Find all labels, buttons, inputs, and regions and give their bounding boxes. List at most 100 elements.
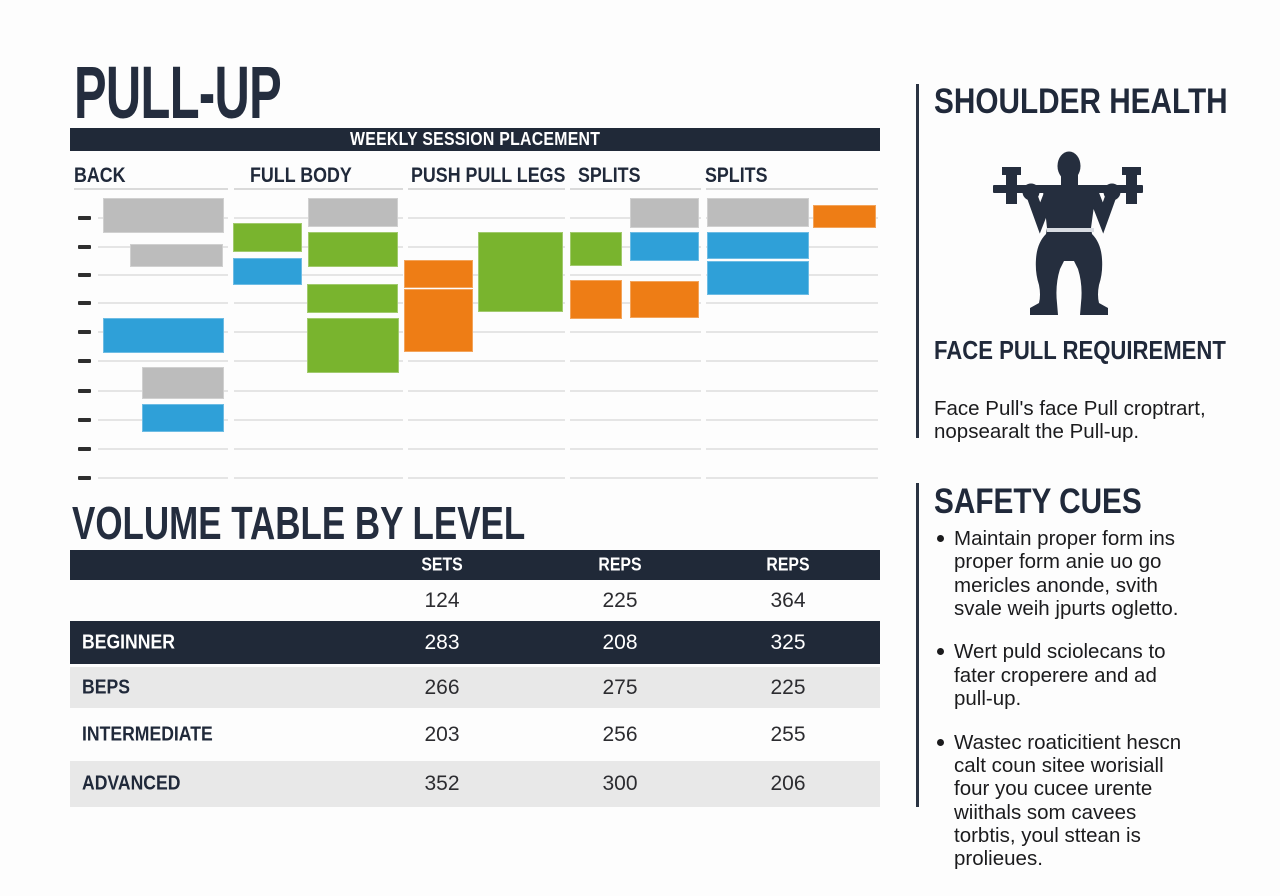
chart-column-header-3: SPLITS — [578, 164, 641, 187]
volume-table-cell: 325 — [770, 630, 806, 654]
volume-table-cell: 124 — [424, 588, 460, 612]
chart-gridline — [98, 360, 228, 362]
volume-table-cell: 300 — [602, 772, 638, 795]
chart-gridline — [234, 419, 403, 421]
chart-gridline — [408, 477, 565, 479]
chart-session-bar-gray — [707, 198, 809, 227]
safety-cue-item-1: Maintain proper form ins proper form ani… — [934, 527, 1192, 620]
barbell-squat-silhouette-icon — [993, 151, 1143, 315]
chart-session-bar-blue — [103, 318, 224, 353]
volume-table-cell: 208 — [602, 630, 638, 654]
chart-axis-tick — [78, 389, 91, 393]
chart-session-bar-gray — [308, 198, 398, 227]
weekly-session-banner-label: WEEKLY SESSION PLACEMENT — [349, 129, 601, 149]
chart-gridline — [234, 390, 403, 392]
chart-session-bar-gray — [130, 244, 223, 267]
chart-gridline — [570, 274, 701, 276]
chart-gridline — [706, 360, 878, 362]
section-divider-bottom — [916, 483, 919, 807]
chart-axis-tick — [78, 245, 91, 249]
safety-cues-list: Maintain proper form ins proper form ani… — [934, 527, 1192, 891]
chart-session-bar-blue — [707, 261, 809, 295]
chart-session-bar-gray — [630, 198, 699, 228]
chart-session-bar-green — [308, 232, 398, 267]
chart-gridline — [408, 448, 565, 450]
chart-gridline — [408, 331, 565, 333]
chart-column-underline-3 — [570, 188, 701, 190]
volume-table-header-cell: SETS — [421, 554, 463, 575]
chart-gridline — [706, 448, 878, 450]
chart-session-bar-orange — [813, 205, 876, 228]
volume-table-cell: 266 — [424, 675, 460, 699]
chart-session-bar-green — [307, 318, 399, 373]
chart-gridline — [706, 302, 878, 304]
chart-gridline — [570, 477, 701, 479]
volume-table-row-label: ADVANCED — [82, 772, 181, 795]
volume-table: SETS REPS REPS 124 225 364 BEGINNER 283 208 325 BE… — [70, 550, 880, 807]
chart-column-underline-1 — [234, 188, 403, 190]
chart-session-bar-orange — [404, 260, 473, 288]
safety-cue-item-2: Wert puld sciolecans to fater croperere … — [934, 640, 1192, 710]
chart-session-bar-orange — [570, 280, 622, 319]
chart-axis-tick — [78, 418, 91, 422]
chart-gridline — [234, 477, 403, 479]
volume-table-cell: 275 — [602, 675, 638, 699]
chart-gridline — [234, 448, 403, 450]
volume-table-title: VOLUME TABLE BY LEVEL — [72, 497, 526, 549]
chart-gridline — [706, 331, 878, 333]
chart-gridline — [408, 419, 565, 421]
volume-table-cell: 364 — [770, 588, 806, 612]
chart-axis-tick — [78, 359, 91, 363]
volume-table-row-values: 124 225 364 — [70, 580, 880, 621]
chart-session-bar-orange — [630, 281, 699, 318]
chart-gridline — [98, 302, 228, 304]
volume-table-cell: 352 — [424, 772, 460, 795]
volume-table-cell: 225 — [770, 675, 806, 699]
weekly-session-banner: WEEKLY SESSION PLACEMENT — [70, 128, 880, 151]
volume-table-cell: 255 — [770, 722, 806, 746]
chart-gridline — [408, 360, 565, 362]
volume-table-header-cell: REPS — [766, 554, 810, 575]
volume-table-header-cell: REPS — [598, 554, 642, 575]
chart-session-bar-blue — [233, 258, 302, 285]
chart-column-underline-2 — [408, 188, 565, 190]
chart-session-bar-green — [570, 232, 622, 266]
volume-table-row-beginner: BEGINNER 283 208 325 — [70, 621, 880, 664]
volume-table-cell: 256 — [602, 722, 638, 746]
chart-session-bar-blue — [630, 232, 699, 261]
volume-table-cell: 206 — [770, 772, 806, 795]
chart-gridline — [570, 331, 701, 333]
volume-table-cell: 225 — [602, 588, 638, 612]
chart-session-bar-green — [233, 223, 302, 252]
volume-table-row-advanced: ADVANCED 352 300 206 — [70, 761, 880, 807]
chart-axis-tick — [78, 301, 91, 305]
volume-table-header-row: SETS REPS REPS — [70, 550, 880, 580]
chart-gridline — [570, 390, 701, 392]
chart-session-bar-green — [478, 232, 563, 312]
chart-gridline — [706, 390, 878, 392]
chart-axis-tick — [78, 447, 91, 451]
chart-session-bar-gray — [142, 367, 224, 399]
chart-session-bar-blue — [142, 404, 224, 432]
chart-axis-tick — [78, 330, 91, 334]
chart-gridline — [98, 274, 228, 276]
chart-gridline — [570, 419, 701, 421]
volume-table-row-beps: BEPS 266 275 225 — [70, 667, 880, 708]
chart-gridline — [98, 448, 228, 450]
section-divider-top — [916, 84, 919, 438]
chart-column-header-2: PUSH PULL LEGS — [411, 164, 566, 187]
volume-table-cell: 283 — [424, 630, 460, 654]
volume-table-cell: 203 — [424, 722, 460, 746]
chart-axis-tick — [78, 476, 91, 480]
safety-cue-item-3: Wastec roaticitient hescn calt coun site… — [934, 731, 1192, 871]
chart-session-bar-gray — [103, 198, 224, 233]
volume-table-row-label: INTERMEDIATE — [82, 723, 213, 745]
chart-gridline — [98, 477, 228, 479]
chart-axis-tick — [78, 273, 91, 277]
chart-gridline — [408, 390, 565, 392]
chart-column-underline-4 — [706, 188, 878, 190]
chart-gridline — [234, 274, 403, 276]
volume-table-row-intermediate: INTERMEDIATE 203 256 255 — [70, 711, 880, 758]
chart-session-bar-blue — [707, 232, 809, 259]
